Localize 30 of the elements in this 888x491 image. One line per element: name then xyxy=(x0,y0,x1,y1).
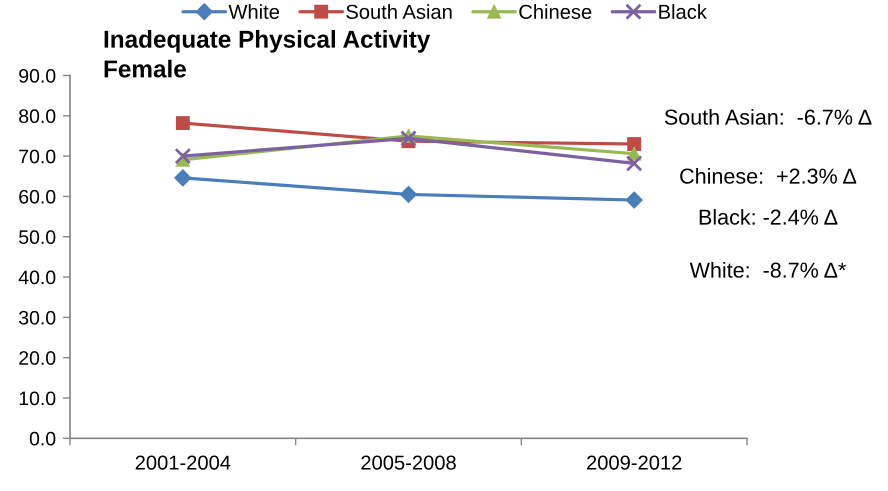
x-tick-label: 2001-2004 xyxy=(136,456,230,470)
y-tick-label: 60.0 xyxy=(19,190,56,204)
y-tick-label: 10.0 xyxy=(20,391,56,406)
y-tick-label: 20.0 xyxy=(19,351,56,365)
y-tick-label: 80.0 xyxy=(19,109,56,124)
x-tick-label: 2005-2008 xyxy=(361,456,456,470)
legend-label: White xyxy=(228,4,280,19)
legend-label: Chinese xyxy=(519,4,592,19)
y-tick-label: 50.0 xyxy=(19,230,56,244)
y-tick-label: 70.0 xyxy=(19,150,56,164)
legend-label: South Asian xyxy=(346,4,452,19)
chart-title: Inadequate Physical Activity Female xyxy=(104,30,430,78)
annotation: Chinese: +2.3% Δ xyxy=(680,168,856,184)
annotation: Black: -2.4% Δ xyxy=(700,208,838,225)
x-tick-label: 2009-2012 xyxy=(587,456,682,470)
point xyxy=(627,137,642,151)
point xyxy=(174,148,192,164)
point xyxy=(626,192,643,209)
point xyxy=(400,186,418,203)
legend-label: Black xyxy=(659,4,707,19)
y-tick-label: 0.0 xyxy=(30,432,56,446)
point xyxy=(176,116,190,130)
y-tick-label: 40.0 xyxy=(18,270,56,284)
point xyxy=(174,169,192,186)
annotation: White: -8.7% Δ* xyxy=(690,262,846,278)
annotation: South Asian: -6.7% Δ xyxy=(664,108,872,125)
point xyxy=(400,130,417,147)
point xyxy=(626,155,642,172)
y-tick-label: 30.0 xyxy=(19,310,56,325)
y-tick-label: 90.0 xyxy=(19,68,56,83)
